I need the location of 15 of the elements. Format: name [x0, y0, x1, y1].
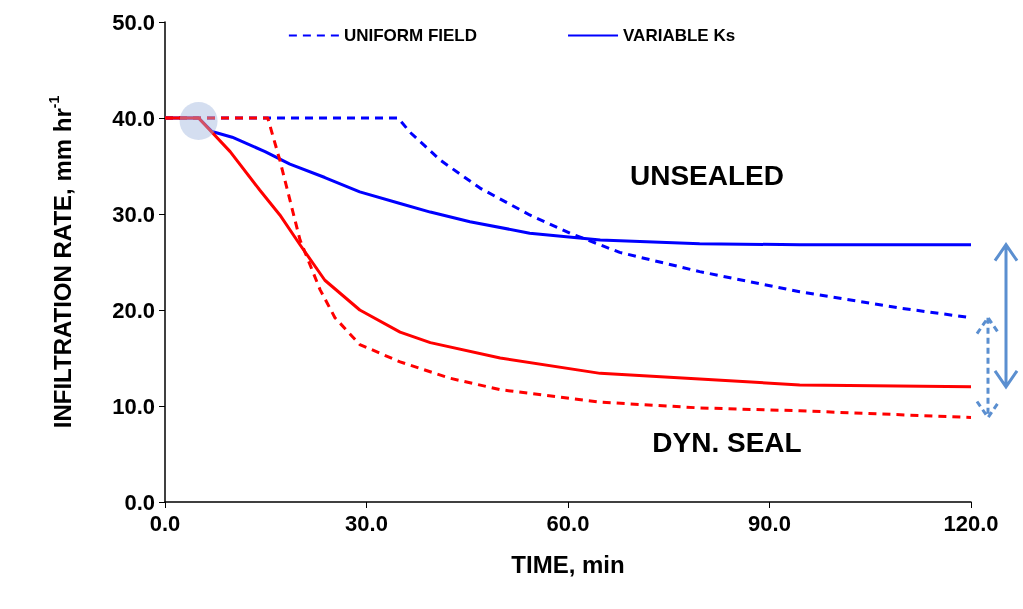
legend-label: UNIFORM FIELD: [343, 26, 478, 45]
y-tick-label: 50.0: [112, 9, 155, 35]
y-tick-label: 40.0: [112, 105, 155, 131]
y-axis-title: INFILTRATION RATE, mm hr-1: [46, 95, 76, 429]
y-tick-label: 10.0: [112, 393, 155, 419]
x-axis-title: TIME, min: [511, 550, 625, 578]
x-tick-label: 60.0: [546, 510, 590, 536]
x-tick-label: 90.0: [748, 510, 791, 536]
y-tick-label: 30.0: [112, 201, 155, 227]
x-tick-label: 30.0: [345, 510, 388, 536]
x-tick-label: 120.0: [943, 510, 999, 536]
annotation: UNSEALED: [629, 159, 785, 191]
legend-label: VARIABLE Ks: [623, 26, 736, 45]
annotation: DYN. SEAL: [652, 426, 802, 458]
y-tick-label: 20.0: [112, 297, 155, 323]
